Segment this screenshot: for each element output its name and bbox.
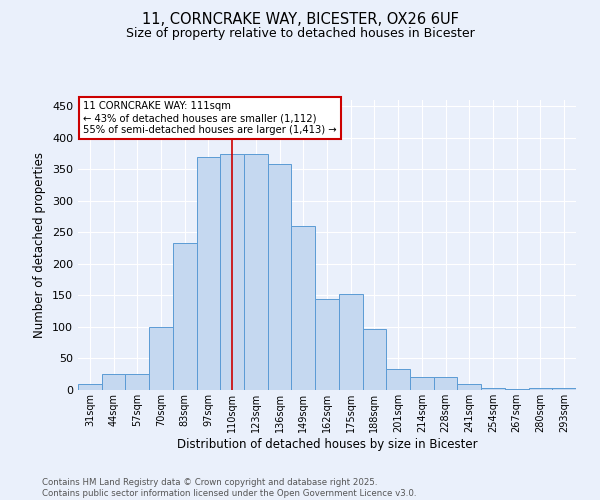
Bar <box>410 378 434 390</box>
Bar <box>481 388 505 390</box>
Bar <box>197 156 220 390</box>
Y-axis label: Number of detached properties: Number of detached properties <box>34 152 46 338</box>
Bar <box>552 388 576 390</box>
Bar <box>220 154 244 390</box>
Bar <box>339 294 362 390</box>
Bar <box>268 164 292 390</box>
Text: 11, CORNCRAKE WAY, BICESTER, OX26 6UF: 11, CORNCRAKE WAY, BICESTER, OX26 6UF <box>142 12 458 28</box>
Bar <box>78 384 102 390</box>
Bar <box>362 329 386 390</box>
Bar <box>386 369 410 390</box>
Bar <box>434 378 457 390</box>
Bar <box>244 154 268 390</box>
Bar <box>457 384 481 390</box>
X-axis label: Distribution of detached houses by size in Bicester: Distribution of detached houses by size … <box>176 438 478 450</box>
Text: Contains HM Land Registry data © Crown copyright and database right 2025.
Contai: Contains HM Land Registry data © Crown c… <box>42 478 416 498</box>
Bar <box>149 327 173 390</box>
Bar <box>315 298 339 390</box>
Text: Size of property relative to detached houses in Bicester: Size of property relative to detached ho… <box>125 28 475 40</box>
Bar <box>125 374 149 390</box>
Bar <box>102 374 125 390</box>
Bar <box>173 243 197 390</box>
Bar <box>529 388 552 390</box>
Bar <box>292 226 315 390</box>
Text: 11 CORNCRAKE WAY: 111sqm
← 43% of detached houses are smaller (1,112)
55% of sem: 11 CORNCRAKE WAY: 111sqm ← 43% of detach… <box>83 102 337 134</box>
